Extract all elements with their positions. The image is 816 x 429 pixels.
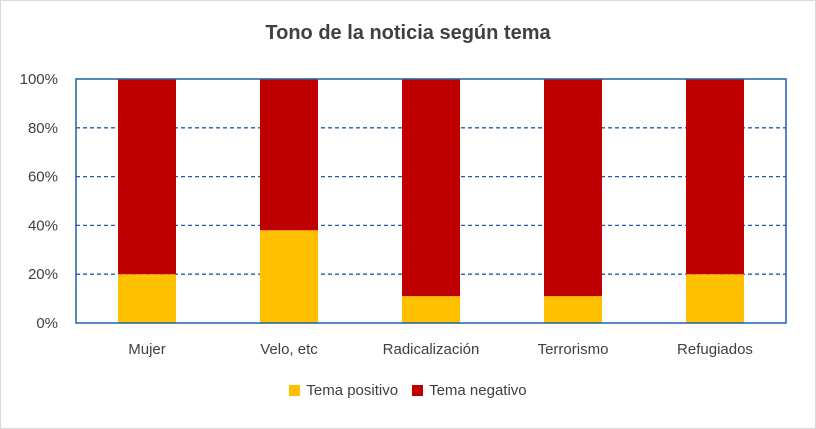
y-tick-label: 80% [28,120,58,137]
bar-positive [544,296,602,323]
x-tick-label: Terrorismo [538,341,609,358]
x-tick-label: Mujer [128,341,166,358]
x-tick-label: Radicalización [383,341,480,358]
legend-label-negative: Tema negativo [429,382,527,399]
legend-swatch-negative [412,385,424,396]
bar-positive [686,274,744,323]
x-tick-label: Refugiados [677,341,753,358]
legend-label-positive: Tema positivo [306,382,399,399]
bar-positive [260,230,318,323]
bar-negative [402,79,460,297]
bar-positive [402,296,460,323]
y-tick-label: 100% [20,71,58,88]
bar-negative [260,79,318,231]
plot-border [75,78,787,324]
chart-title: Tono de la noticia según tema [265,22,551,44]
y-tick-label: 0% [36,315,58,332]
legend-swatch-positive [289,385,301,396]
legend: Tema positivo Tema negativo [0,382,816,399]
y-tick-label: 60% [28,169,58,186]
x-tick-label: Velo, etc [260,341,318,358]
legend-item-negative: Tema negativo [412,382,527,399]
bar-negative [118,79,176,275]
bar-negative [544,79,602,297]
bar-negative [686,79,744,275]
legend-item-positive: Tema positivo [289,382,398,399]
y-tick-label: 40% [28,217,58,234]
y-tick-label: 20% [28,266,58,283]
bar-positive [118,274,176,323]
